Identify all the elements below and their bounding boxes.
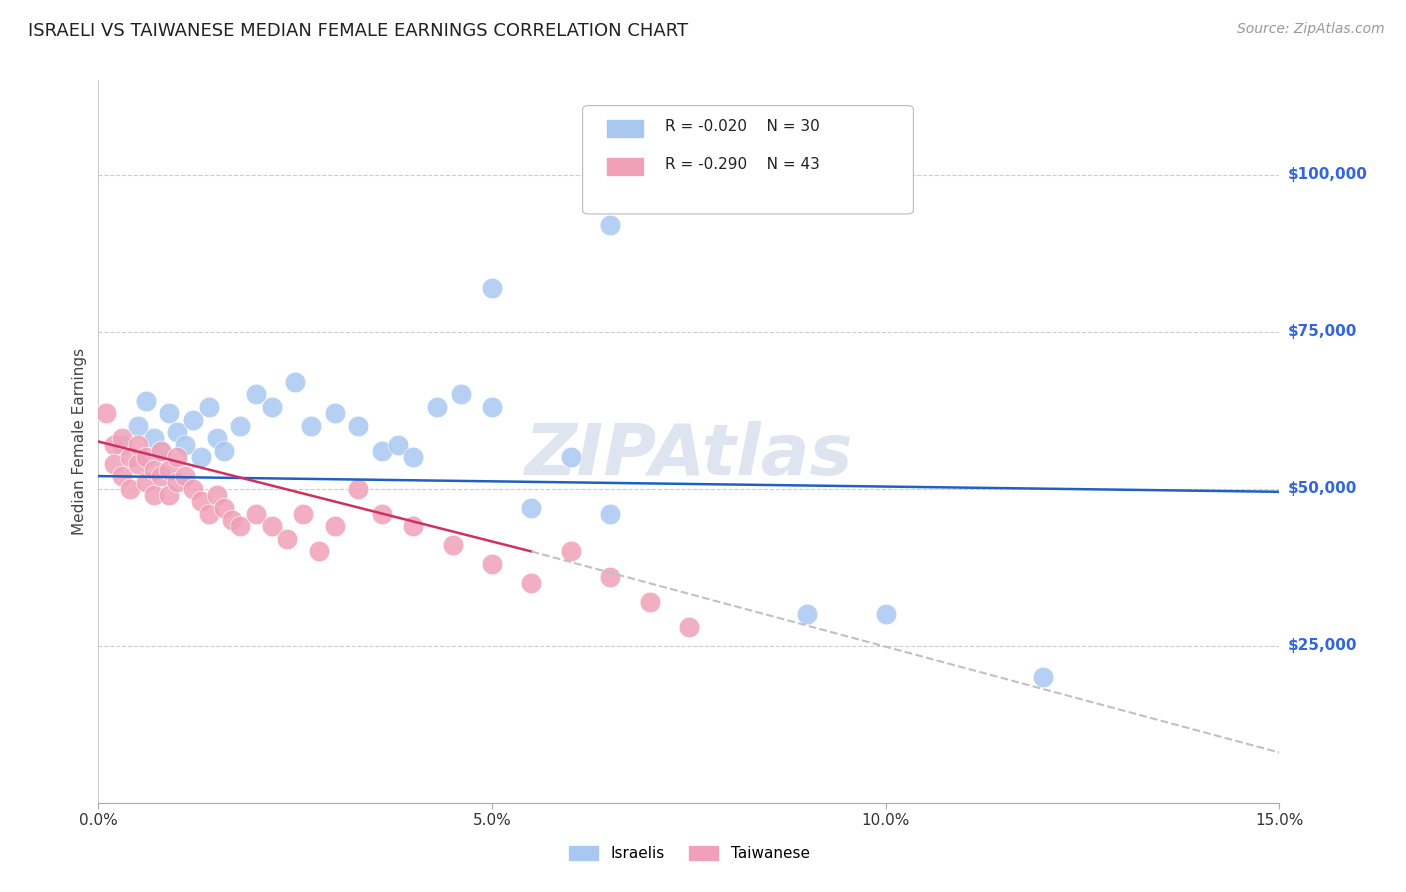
Point xyxy=(190,450,212,465)
Point xyxy=(127,438,149,452)
Point xyxy=(599,569,621,583)
Point xyxy=(520,500,543,515)
Text: $50,000: $50,000 xyxy=(1288,481,1357,496)
Point xyxy=(135,475,157,490)
Point xyxy=(135,393,157,408)
Point xyxy=(292,507,315,521)
Point xyxy=(174,469,197,483)
Point xyxy=(402,450,425,465)
Point xyxy=(402,519,425,533)
Point xyxy=(205,431,228,445)
Point xyxy=(560,544,582,558)
Legend: Israelis, Taiwanese: Israelis, Taiwanese xyxy=(562,839,815,867)
Point xyxy=(323,519,346,533)
Point xyxy=(481,400,503,414)
Point xyxy=(127,418,149,433)
Point xyxy=(197,400,219,414)
Point xyxy=(135,450,157,465)
Point xyxy=(205,488,228,502)
Point xyxy=(142,488,165,502)
Point xyxy=(599,507,621,521)
Point xyxy=(229,519,252,533)
Point xyxy=(371,444,394,458)
Point xyxy=(127,457,149,471)
Point xyxy=(150,469,173,483)
Y-axis label: Median Female Earnings: Median Female Earnings xyxy=(72,348,87,535)
Point xyxy=(150,444,173,458)
Point xyxy=(347,418,370,433)
Point xyxy=(118,482,141,496)
Point xyxy=(157,463,180,477)
FancyBboxPatch shape xyxy=(582,105,914,214)
Point xyxy=(450,387,472,401)
Point xyxy=(214,444,236,458)
Point xyxy=(276,532,298,546)
Point xyxy=(481,557,503,571)
Point xyxy=(166,450,188,465)
Point xyxy=(111,469,134,483)
Point xyxy=(157,406,180,420)
Text: $100,000: $100,000 xyxy=(1288,167,1368,182)
Text: $75,000: $75,000 xyxy=(1288,324,1357,339)
Point xyxy=(103,457,125,471)
Point xyxy=(111,438,134,452)
Text: Source: ZipAtlas.com: Source: ZipAtlas.com xyxy=(1237,22,1385,37)
Text: R = -0.290    N = 43: R = -0.290 N = 43 xyxy=(665,157,820,172)
Point xyxy=(347,482,370,496)
Point xyxy=(323,406,346,420)
Point xyxy=(150,444,173,458)
Point xyxy=(260,519,283,533)
Point xyxy=(157,488,180,502)
Point xyxy=(245,507,267,521)
Point xyxy=(875,607,897,622)
Point xyxy=(245,387,267,401)
Point xyxy=(1032,670,1054,684)
Point xyxy=(166,425,188,439)
Point xyxy=(197,507,219,521)
Point xyxy=(796,607,818,622)
Point xyxy=(221,513,243,527)
Bar xyxy=(606,157,644,177)
Point xyxy=(560,450,582,465)
Bar xyxy=(606,119,644,138)
Point xyxy=(308,544,330,558)
Point xyxy=(426,400,449,414)
Point xyxy=(166,475,188,490)
Point xyxy=(441,538,464,552)
Point xyxy=(111,431,134,445)
Point xyxy=(96,406,118,420)
Point xyxy=(118,450,141,465)
Point xyxy=(174,438,197,452)
Point xyxy=(481,280,503,294)
Point xyxy=(387,438,409,452)
Point xyxy=(638,595,661,609)
Text: ISRAELI VS TAIWANESE MEDIAN FEMALE EARNINGS CORRELATION CHART: ISRAELI VS TAIWANESE MEDIAN FEMALE EARNI… xyxy=(28,22,689,40)
Text: ZIPAtlas: ZIPAtlas xyxy=(524,422,853,491)
Point xyxy=(284,375,307,389)
Point xyxy=(371,507,394,521)
Point xyxy=(142,431,165,445)
Point xyxy=(299,418,322,433)
Point xyxy=(214,500,236,515)
Point xyxy=(181,412,204,426)
Point xyxy=(142,463,165,477)
Point xyxy=(260,400,283,414)
Point xyxy=(229,418,252,433)
Text: R = -0.020    N = 30: R = -0.020 N = 30 xyxy=(665,120,820,135)
Point xyxy=(678,620,700,634)
Point xyxy=(181,482,204,496)
Point xyxy=(103,438,125,452)
Point xyxy=(520,575,543,590)
Text: $25,000: $25,000 xyxy=(1288,639,1357,653)
Point xyxy=(190,494,212,508)
Point xyxy=(599,218,621,232)
